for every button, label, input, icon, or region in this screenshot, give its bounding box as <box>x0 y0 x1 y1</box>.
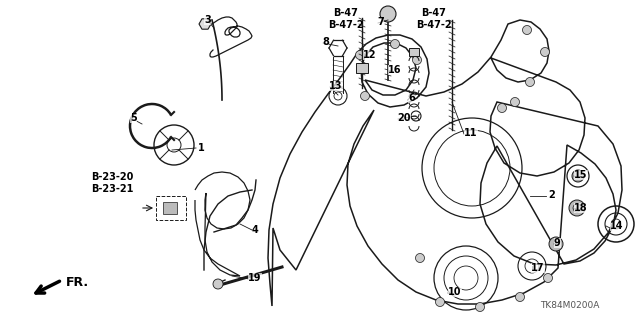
Bar <box>163 202 177 214</box>
Text: 11: 11 <box>464 128 477 138</box>
Circle shape <box>522 26 531 34</box>
Circle shape <box>572 170 584 182</box>
Circle shape <box>213 279 223 289</box>
Circle shape <box>541 48 550 56</box>
Circle shape <box>390 40 399 48</box>
Circle shape <box>511 98 520 107</box>
Text: 18: 18 <box>574 203 588 213</box>
Text: 17: 17 <box>531 263 545 273</box>
Text: FR.: FR. <box>66 276 89 288</box>
Text: 1: 1 <box>198 143 205 153</box>
Circle shape <box>413 56 422 64</box>
Text: 16: 16 <box>388 65 401 75</box>
Circle shape <box>543 273 552 283</box>
Text: 14: 14 <box>610 221 623 231</box>
Text: 19: 19 <box>248 273 262 283</box>
Text: 2: 2 <box>548 190 555 200</box>
Text: 13: 13 <box>329 81 342 91</box>
Text: 5: 5 <box>130 113 137 123</box>
Circle shape <box>380 6 396 22</box>
Text: 10: 10 <box>448 287 461 297</box>
Text: 7: 7 <box>377 17 384 27</box>
Text: TK84M0200A: TK84M0200A <box>540 301 600 310</box>
Bar <box>356 63 368 73</box>
Text: B-47
B-47-2: B-47 B-47-2 <box>328 8 364 30</box>
Circle shape <box>525 78 534 86</box>
Circle shape <box>515 293 525 301</box>
Circle shape <box>355 50 365 60</box>
Polygon shape <box>199 19 211 29</box>
Text: 12: 12 <box>363 50 376 60</box>
Text: 4: 4 <box>252 225 259 235</box>
Bar <box>409 48 419 56</box>
Circle shape <box>569 200 585 216</box>
Circle shape <box>435 298 445 307</box>
Text: 6: 6 <box>408 93 415 103</box>
Text: B-23-20
B-23-21: B-23-20 B-23-21 <box>91 172 133 194</box>
Circle shape <box>415 254 424 263</box>
Text: 8: 8 <box>322 37 329 47</box>
Circle shape <box>360 92 369 100</box>
Circle shape <box>497 103 506 113</box>
Text: 9: 9 <box>554 238 561 248</box>
Circle shape <box>549 237 563 251</box>
Text: B-47
B-47-2: B-47 B-47-2 <box>416 8 452 30</box>
Circle shape <box>476 302 484 311</box>
Text: 20: 20 <box>397 113 410 123</box>
Text: 15: 15 <box>574 170 588 180</box>
Text: 3: 3 <box>204 15 211 25</box>
